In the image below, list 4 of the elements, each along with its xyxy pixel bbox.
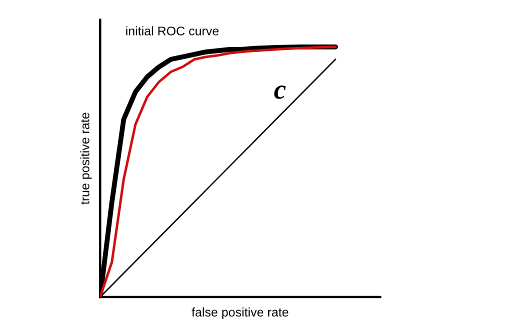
text: initial ROC curve bbox=[126, 26, 219, 36]
x-axis-title: false positive rate bbox=[192, 307, 288, 320]
y-axis-title: true positive rate bbox=[80, 112, 92, 204]
annotation: c bbox=[274, 86, 286, 99]
